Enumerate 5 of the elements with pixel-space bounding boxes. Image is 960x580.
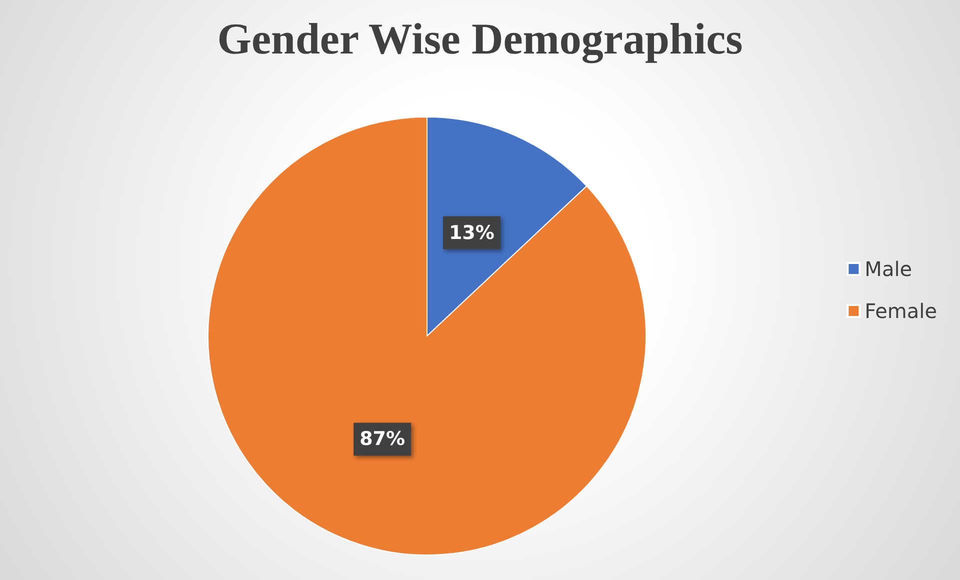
data-label: 13% <box>448 222 494 244</box>
legend-label: Male <box>864 257 912 281</box>
data-label: 87% <box>360 428 406 450</box>
chart-title: Gender Wise Demographics <box>217 14 743 64</box>
legend-label: Female <box>864 299 938 323</box>
